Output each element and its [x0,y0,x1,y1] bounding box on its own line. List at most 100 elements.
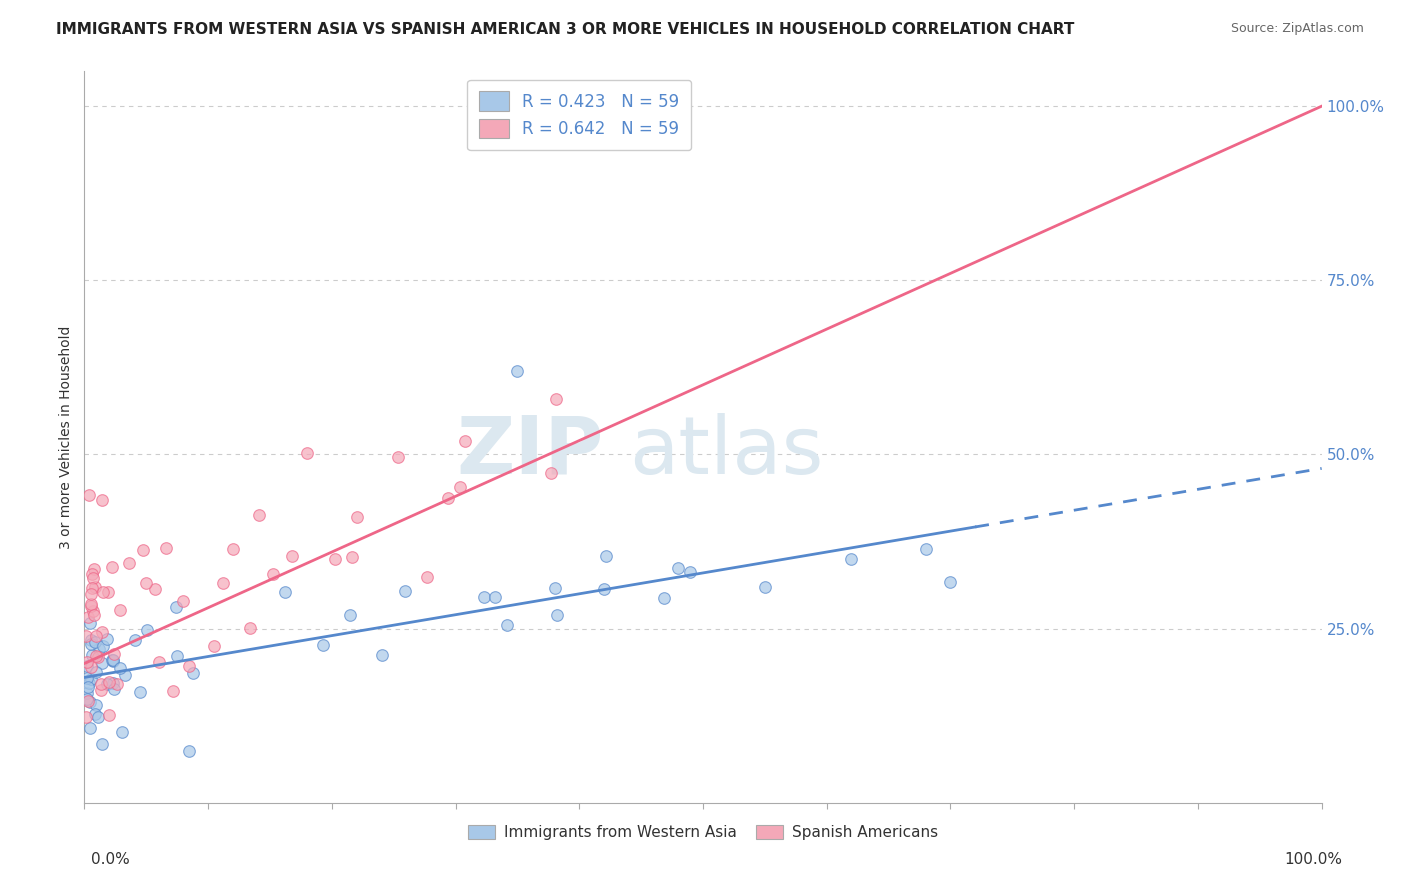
Point [449,480,471,494]
Point [484,590,506,604]
Point [91,493,114,508]
Point [79,695,101,709]
Y-axis label: 3 or more Vehicles in Household: 3 or more Vehicles in Household [59,326,73,549]
Point [436,491,458,505]
Point [101,654,124,668]
Point [546,608,568,623]
Point [84,698,107,712]
Point [79,637,101,651]
Point [114,667,136,681]
Point [77,694,100,708]
Point [80,599,103,613]
Point [76,686,98,700]
Point [80,587,103,601]
Point [181,665,204,680]
Point [76,671,98,685]
Point [162,684,184,698]
Point [166,648,188,663]
Point [79,633,101,648]
Point [340,550,363,565]
Point [202,639,225,653]
Text: 100.0%: 100.0% [1285,852,1343,867]
Point [80,648,103,662]
Point [87,709,110,723]
Point [79,488,101,502]
Point [111,725,134,739]
Point [83,608,105,623]
Point [593,582,616,597]
Point [101,676,124,690]
Point [108,603,131,617]
Text: 0.0%: 0.0% [91,852,131,867]
Text: Source: ZipAtlas.com: Source: ZipAtlas.com [1230,22,1364,36]
Point [128,684,150,698]
Point [87,642,110,657]
Point [84,634,107,648]
Point [222,542,245,557]
Point [80,566,103,581]
Point [103,682,125,697]
Point [754,580,776,594]
Point [346,510,368,524]
Point [543,581,565,595]
Point [939,575,962,590]
Point [135,575,157,590]
Point [77,676,100,690]
Point [132,542,155,557]
Point [247,508,270,522]
Point [679,565,702,579]
Point [165,600,187,615]
Point [75,710,97,724]
Point [172,594,194,608]
Text: ZIP: ZIP [457,413,605,491]
Point [595,549,617,563]
Point [76,658,98,673]
Legend: Immigrants from Western Asia, Spanish Americans: Immigrants from Western Asia, Spanish Am… [461,819,945,847]
Point [90,625,112,640]
Point [93,585,115,599]
Point [274,585,297,599]
Point [212,576,235,591]
Text: IMMIGRANTS FROM WESTERN ASIA VS SPANISH AMERICAN 3 OR MORE VEHICLES IN HOUSEHOLD: IMMIGRANTS FROM WESTERN ASIA VS SPANISH … [56,22,1074,37]
Point [80,672,103,686]
Point [84,665,107,680]
Point [91,737,114,751]
Point [371,648,394,663]
Point [124,633,146,648]
Text: atlas: atlas [628,413,823,491]
Point [387,450,409,465]
Point [540,466,562,480]
Point [101,559,124,574]
Point [135,623,157,637]
Point [394,584,416,599]
Point [453,434,475,449]
Point [339,607,361,622]
Point [90,656,112,670]
Point [108,661,131,675]
Point [84,707,107,722]
Point [239,621,262,635]
Point [416,570,439,584]
Point [177,744,200,758]
Point [96,677,118,691]
Point [84,629,107,643]
Point [75,629,97,643]
Point [103,653,125,667]
Point [90,683,112,698]
Point [82,581,104,595]
Point [79,659,101,673]
Point [506,364,529,378]
Point [544,392,567,407]
Point [474,591,496,605]
Point [652,591,675,605]
Point [80,597,103,611]
Point [143,582,166,596]
Point [148,655,170,669]
Point [118,556,141,570]
Point [91,639,114,653]
Point [101,653,124,667]
Point [79,615,101,630]
Point [76,692,98,706]
Point [76,655,98,669]
Point [83,562,105,576]
